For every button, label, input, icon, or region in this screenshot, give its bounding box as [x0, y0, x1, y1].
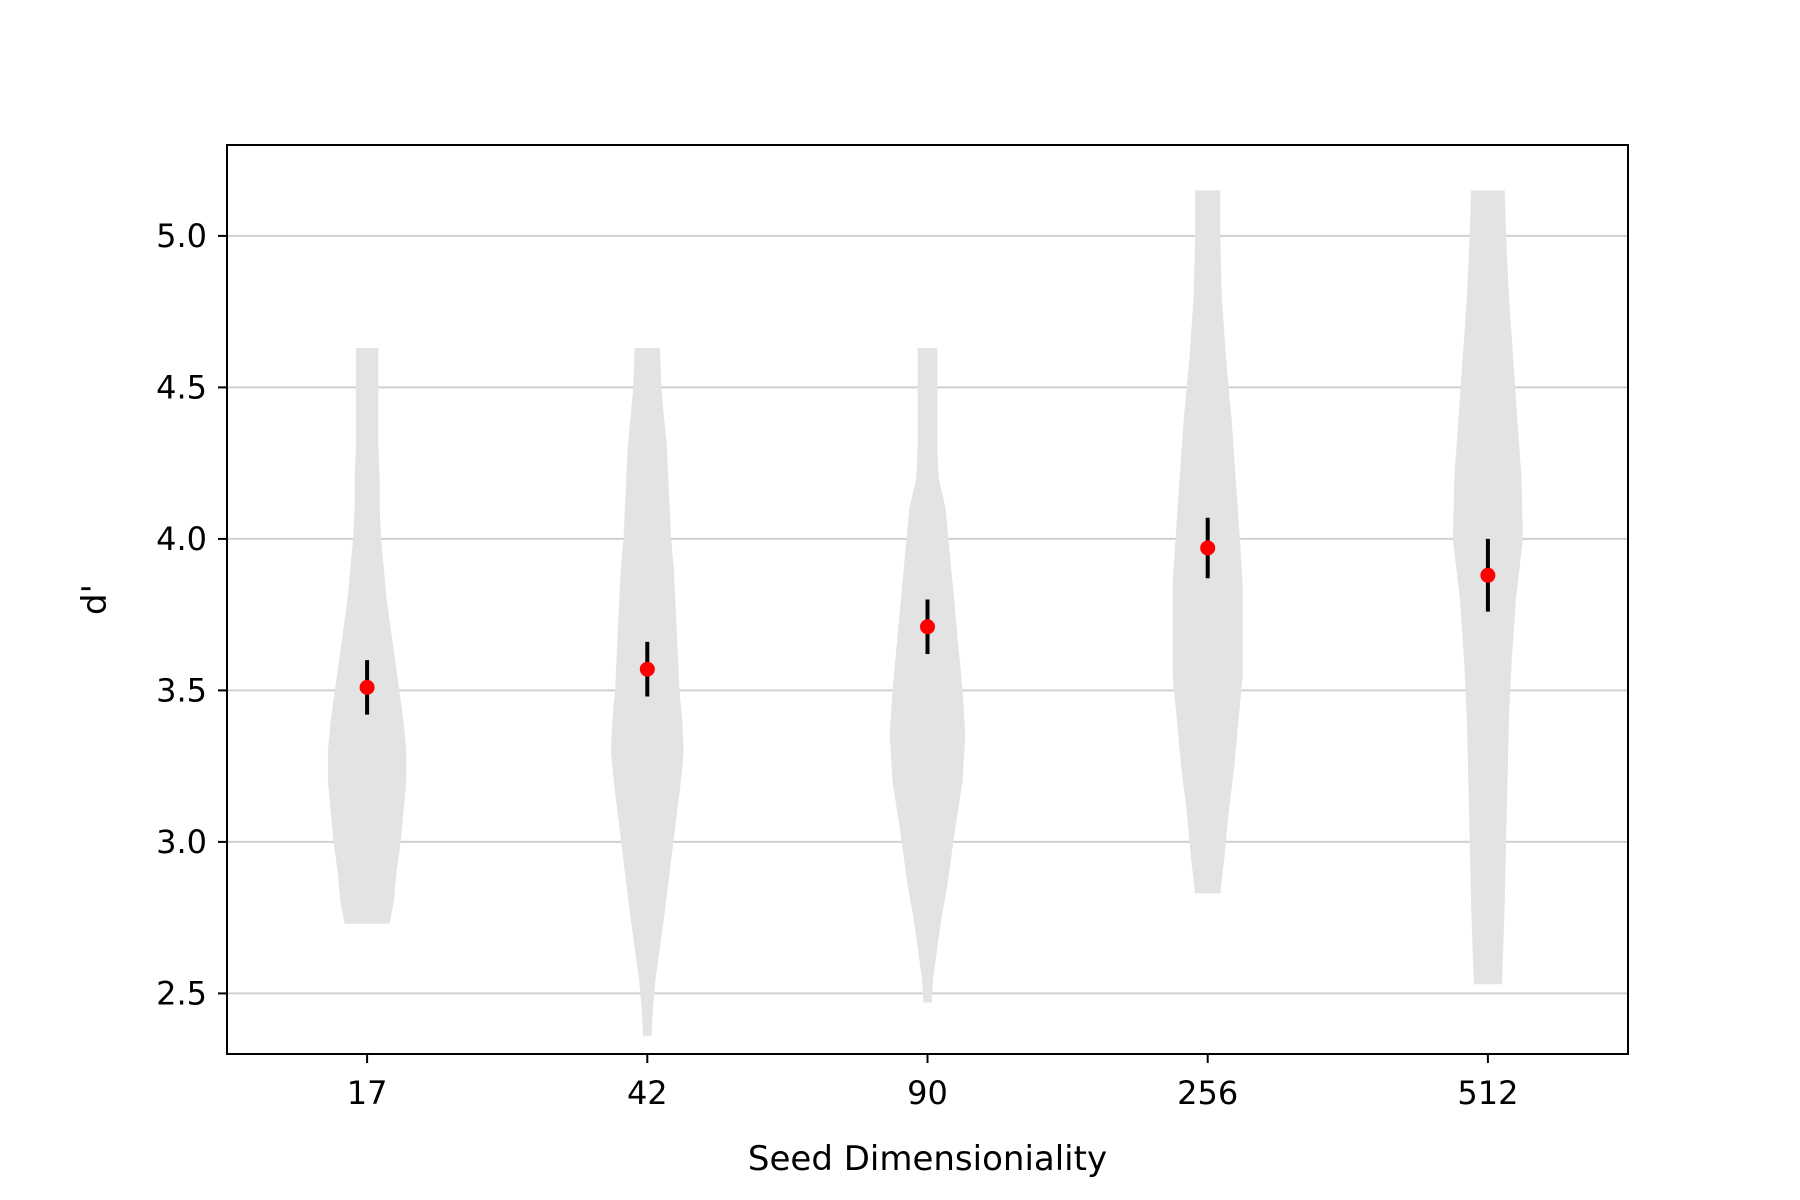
- x-tick-label-512: 512: [1457, 1074, 1518, 1112]
- violin-17: [327, 348, 407, 924]
- x-tick-label-90: 90: [907, 1074, 948, 1112]
- mean-point-90: [920, 619, 935, 635]
- y-axis-label: d': [75, 584, 115, 615]
- x-tick-label-256: 256: [1177, 1074, 1238, 1112]
- x-tick-label-17: 17: [347, 1074, 388, 1112]
- y-tick-label-2.5: 2.5: [156, 974, 207, 1012]
- mean-points: [359, 540, 1496, 695]
- x-tick-label-42: 42: [627, 1074, 668, 1112]
- mean-point-42: [639, 661, 655, 677]
- mean-point-17: [359, 679, 375, 695]
- violins: [327, 190, 1523, 1036]
- y-tick-label-3.5: 3.5: [156, 671, 207, 709]
- y-tick-label-5.0: 5.0: [156, 217, 207, 255]
- mean-point-256: [1200, 540, 1216, 556]
- y-tick-label-4.5: 4.5: [156, 368, 207, 406]
- x-ticks: 17 42 90 256 512: [347, 1054, 1518, 1112]
- y-tick-label-3.0: 3.0: [156, 823, 207, 861]
- y-tick-label-4.0: 4.0: [156, 520, 207, 558]
- violin-90: [889, 348, 966, 1003]
- x-axis-label: Seed Dimensioniality: [748, 1139, 1107, 1179]
- y-ticks: 2.5 3.0 3.5 4.0 4.5 5.0: [156, 217, 227, 1012]
- mean-point-512: [1480, 567, 1496, 583]
